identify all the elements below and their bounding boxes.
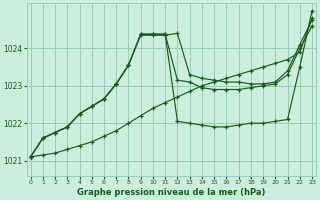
X-axis label: Graphe pression niveau de la mer (hPa): Graphe pression niveau de la mer (hPa): [77, 188, 266, 197]
